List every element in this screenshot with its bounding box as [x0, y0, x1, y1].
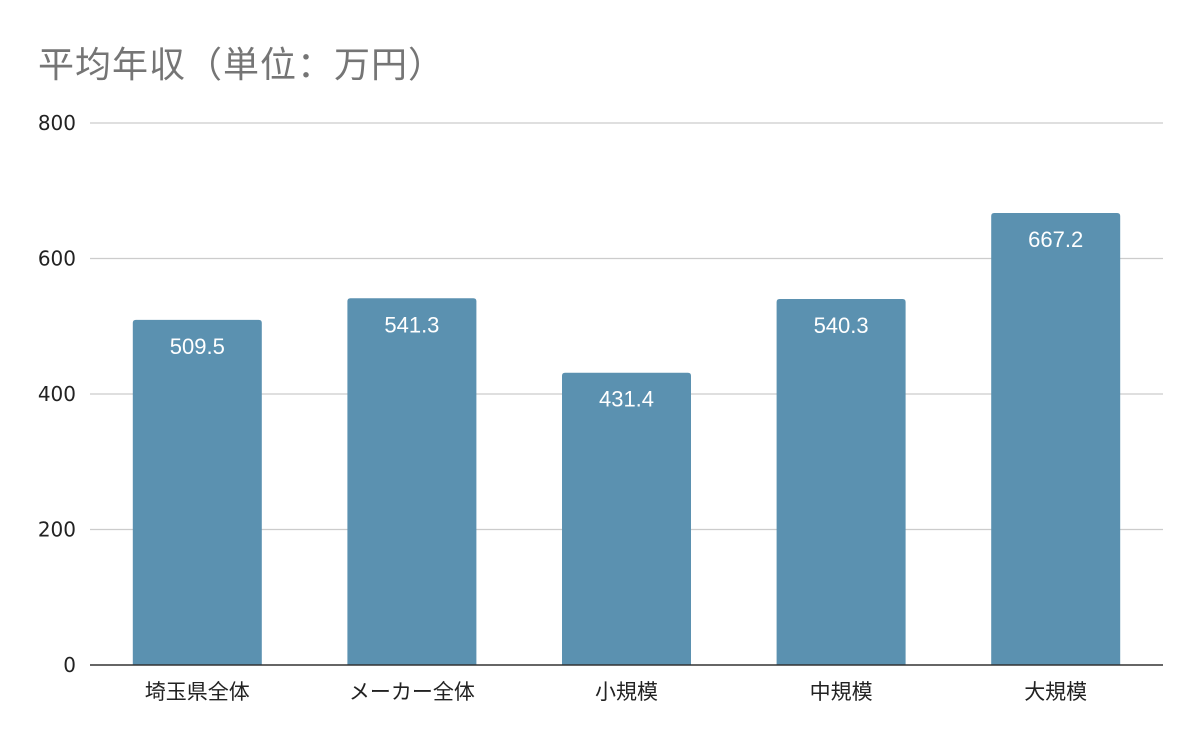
- x-category-label: 埼玉県全体: [145, 680, 250, 704]
- y-tick-label: 0: [63, 653, 76, 677]
- bar: [347, 298, 477, 665]
- y-tick-label: 200: [38, 518, 76, 542]
- y-tick-label: 400: [38, 382, 76, 406]
- x-category-label: メーカー全体: [349, 680, 475, 704]
- bar: [776, 298, 906, 665]
- bar-value-label: 541.3: [384, 312, 439, 337]
- chart-title: 平均年収（単位：万円）: [38, 45, 446, 86]
- bar-value-label: 431.4: [599, 387, 654, 412]
- bar: [991, 212, 1121, 666]
- y-tick-label: 800: [38, 111, 76, 135]
- bar-value-label: 667.2: [1028, 227, 1083, 252]
- x-category-label: 中規模: [810, 680, 873, 704]
- bar-value-label: 540.3: [814, 313, 869, 338]
- bar: [562, 372, 691, 665]
- y-tick-label: 600: [38, 247, 76, 271]
- bar: [132, 319, 262, 665]
- x-category-label: 大規模: [1024, 680, 1087, 704]
- x-category-label: 小規模: [595, 680, 658, 704]
- bar-value-label: 509.5: [170, 334, 225, 359]
